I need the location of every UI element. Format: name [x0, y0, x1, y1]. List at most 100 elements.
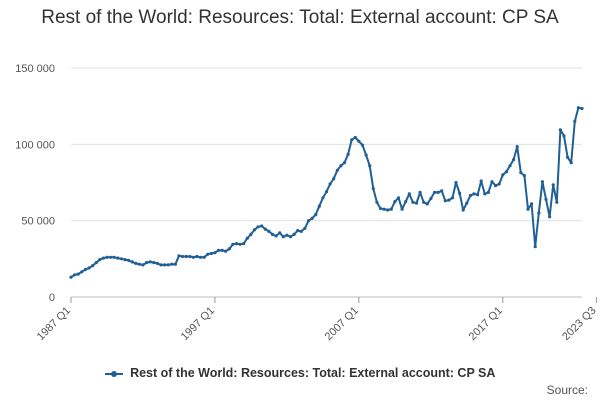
data-point[interactable] — [91, 264, 95, 268]
data-point[interactable] — [170, 262, 174, 266]
data-point[interactable] — [216, 248, 221, 252]
data-point[interactable] — [555, 200, 559, 204]
data-point[interactable] — [465, 201, 469, 205]
data-point[interactable] — [148, 260, 152, 264]
legend[interactable]: Rest of the World: Resources: Total: Ext… — [0, 366, 600, 380]
data-point[interactable] — [425, 202, 429, 206]
data-point[interactable] — [411, 200, 415, 204]
data-point[interactable] — [155, 261, 159, 265]
data-point[interactable] — [109, 255, 113, 259]
data-point[interactable] — [152, 261, 156, 265]
data-point[interactable] — [256, 225, 260, 229]
data-point[interactable] — [314, 213, 318, 217]
data-point[interactable] — [278, 231, 282, 235]
data-point[interactable] — [497, 182, 501, 186]
data-point[interactable] — [389, 207, 393, 211]
data-point[interactable] — [472, 192, 476, 196]
data-point[interactable] — [530, 202, 534, 206]
data-point[interactable] — [468, 193, 472, 198]
data-point[interactable] — [508, 164, 512, 168]
data-point[interactable] — [432, 190, 437, 194]
data-point[interactable] — [573, 119, 577, 123]
series-group[interactable] — [69, 106, 584, 279]
data-point[interactable] — [342, 161, 347, 165]
data-point[interactable] — [494, 184, 498, 188]
data-point[interactable] — [292, 232, 296, 236]
data-point[interactable] — [533, 245, 537, 249]
data-point[interactable] — [249, 232, 253, 236]
data-point[interactable] — [227, 247, 231, 251]
data-point[interactable] — [371, 187, 375, 191]
data-point[interactable] — [580, 106, 584, 111]
data-point[interactable] — [163, 263, 167, 267]
data-point[interactable] — [458, 191, 462, 195]
data-point[interactable] — [479, 179, 483, 183]
data-point[interactable] — [299, 229, 303, 233]
data-point[interactable] — [328, 182, 332, 186]
data-point[interactable] — [224, 249, 228, 253]
data-point[interactable] — [112, 255, 116, 259]
data-point[interactable] — [231, 242, 235, 246]
data-point[interactable] — [288, 235, 293, 239]
data-point[interactable] — [141, 263, 145, 267]
data-point[interactable] — [360, 143, 365, 147]
data-point[interactable] — [332, 177, 336, 181]
data-point[interactable] — [443, 199, 447, 203]
data-point[interactable] — [134, 261, 138, 265]
data-point[interactable] — [382, 207, 386, 211]
data-point[interactable] — [353, 135, 357, 140]
data-point[interactable] — [558, 128, 563, 132]
data-point[interactable] — [73, 273, 77, 277]
data-point[interactable] — [245, 236, 249, 240]
data-point[interactable] — [504, 170, 508, 174]
data-point[interactable] — [263, 227, 267, 231]
data-point[interactable] — [562, 134, 566, 138]
data-point[interactable] — [447, 198, 451, 202]
data-point[interactable] — [450, 196, 455, 200]
data-point[interactable] — [404, 200, 408, 204]
data-point[interactable] — [285, 233, 289, 237]
data-point[interactable] — [296, 229, 300, 233]
data-point[interactable] — [364, 153, 368, 157]
data-point[interactable] — [368, 164, 372, 168]
data-point[interactable] — [483, 192, 487, 196]
data-point[interactable] — [476, 193, 480, 197]
data-point[interactable] — [548, 215, 552, 219]
data-point[interactable] — [396, 196, 401, 200]
data-point[interactable] — [440, 189, 444, 193]
data-point[interactable] — [267, 229, 271, 233]
data-point[interactable] — [515, 145, 519, 149]
data-point[interactable] — [418, 190, 422, 194]
data-point[interactable] — [526, 207, 530, 211]
data-point[interactable] — [486, 190, 490, 194]
data-point[interactable] — [69, 275, 73, 279]
data-point[interactable] — [544, 197, 548, 201]
data-point[interactable] — [127, 258, 131, 262]
data-point[interactable] — [569, 161, 573, 165]
data-point[interactable] — [317, 204, 321, 208]
data-point[interactable] — [195, 254, 199, 259]
data-point[interactable] — [270, 232, 275, 236]
data-point[interactable] — [137, 262, 141, 266]
data-point[interactable] — [522, 174, 527, 178]
data-point[interactable] — [461, 208, 465, 212]
data-point[interactable] — [324, 190, 329, 194]
data-point[interactable] — [436, 190, 440, 194]
data-point[interactable] — [306, 219, 311, 223]
data-point[interactable] — [119, 257, 123, 261]
data-point[interactable] — [191, 255, 195, 259]
data-point[interactable] — [242, 242, 246, 246]
data-point[interactable] — [540, 180, 545, 184]
data-point[interactable] — [274, 234, 278, 238]
data-point[interactable] — [378, 206, 383, 211]
data-point[interactable] — [238, 242, 242, 246]
data-point[interactable] — [209, 251, 213, 256]
data-point[interactable] — [422, 200, 426, 204]
data-point[interactable] — [566, 155, 570, 159]
data-point[interactable] — [76, 272, 80, 276]
data-point[interactable] — [339, 164, 343, 168]
data-point[interactable] — [220, 248, 224, 252]
data-point[interactable] — [576, 106, 581, 110]
data-point[interactable] — [145, 261, 149, 265]
data-point[interactable] — [105, 255, 109, 259]
